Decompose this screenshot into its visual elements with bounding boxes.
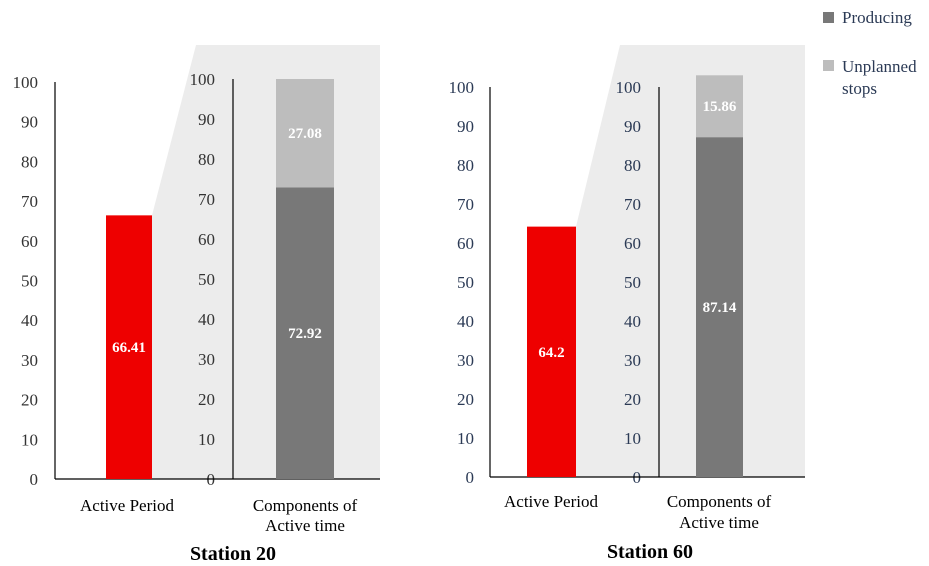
station-20-active-period-bar bbox=[106, 215, 152, 479]
bars bbox=[106, 75, 743, 479]
station-60-category-components-line1: Components of bbox=[667, 492, 772, 511]
station-60-left-tick-label: 80 bbox=[457, 156, 474, 175]
station-20-left-tick-label: 40 bbox=[21, 311, 38, 330]
station-60-right-tick-label: 70 bbox=[624, 195, 641, 214]
station-20-left-tick-label: 80 bbox=[21, 152, 38, 171]
station-60-active-period-value: 64.2 bbox=[538, 345, 564, 361]
station-20-right-tick-label: 80 bbox=[198, 150, 215, 169]
station-20-producing-value: 72.92 bbox=[288, 326, 322, 342]
station-20-left-tick-label: 10 bbox=[21, 430, 38, 449]
legend-label-unplanned-line2: stops bbox=[842, 79, 877, 98]
station-20-left-tick-label: 50 bbox=[21, 272, 38, 291]
station-60-right-tick-label: 40 bbox=[624, 312, 641, 331]
station-20-left-tick-label: 60 bbox=[21, 232, 38, 251]
station-20-title: Station 20 bbox=[190, 543, 276, 565]
station-60-right-tick-label: 30 bbox=[624, 351, 641, 370]
station-20-left-tick-label: 70 bbox=[21, 192, 38, 211]
station-60-left-tick-label: 100 bbox=[449, 78, 475, 97]
station-60-right-tick-label: 60 bbox=[624, 234, 641, 253]
station-60-left-tick-label: 30 bbox=[457, 351, 474, 370]
station-20-right-tick-label: 20 bbox=[198, 390, 215, 409]
station-20-right-tick-label: 70 bbox=[198, 190, 215, 209]
station-20-left-tick-label: 90 bbox=[21, 113, 38, 132]
station-60-left-tick-label: 50 bbox=[457, 273, 474, 292]
station-60-category-active-period: Active Period bbox=[504, 492, 598, 511]
station-60-left-tick-label: 10 bbox=[457, 429, 474, 448]
station-20-active-period-value: 66.41 bbox=[112, 340, 146, 356]
legend-label-producing: Producing bbox=[842, 8, 912, 27]
station-60-left-tick-label: 20 bbox=[457, 390, 474, 409]
station-20-unplanned-stops-value: 27.08 bbox=[288, 126, 322, 142]
station-20-left-tick-label: 30 bbox=[21, 351, 38, 370]
station-60-left-tick-label: 90 bbox=[457, 117, 474, 136]
station-60-active-period-bar bbox=[527, 226, 576, 477]
station-60-right-tick-label: 80 bbox=[624, 156, 641, 175]
labels: 66.41 72.92 27.08 Active Period Components o… bbox=[80, 99, 771, 565]
station-60-producing-value: 87.14 bbox=[703, 300, 737, 316]
station-60-zoom-background bbox=[576, 45, 805, 477]
station-20-producing-bar bbox=[276, 187, 334, 479]
legend-swatch-producing bbox=[823, 12, 834, 23]
station-60-right-tick-label: 100 bbox=[616, 78, 642, 97]
station-60-left-tick-label: 0 bbox=[466, 468, 475, 487]
station-60-unplanned-stops-bar bbox=[696, 75, 743, 138]
axes: 0 10 20 30 40 50 60 70 80 90 100 0 10 20 30 40 50 60 70 80 9… bbox=[13, 70, 805, 489]
station-20-right-tick-label: 50 bbox=[198, 270, 215, 289]
station-60-right-tick-label: 10 bbox=[624, 429, 641, 448]
station-20-left-tick-label: 0 bbox=[30, 470, 39, 489]
legend-label-unplanned-line1: Unplanned bbox=[842, 57, 917, 76]
station-20-right-tick-label: 40 bbox=[198, 310, 215, 329]
station-60-left-tick-label: 60 bbox=[457, 234, 474, 253]
station-20-left-tick-label: 20 bbox=[21, 391, 38, 410]
station-60-right-tick-label: 20 bbox=[624, 390, 641, 409]
station-20-zoom-background bbox=[152, 45, 380, 479]
station-60-left-tick-label: 70 bbox=[457, 195, 474, 214]
station-60-producing-bar bbox=[696, 137, 743, 478]
station-20-left-tick-label: 100 bbox=[13, 73, 39, 92]
station-20-category-components-line1: Components of bbox=[253, 496, 358, 515]
station-60-right-tick-label: 90 bbox=[624, 117, 641, 136]
station-20-right-tick-label: 30 bbox=[198, 350, 215, 369]
legend: Producing Unplanned stops bbox=[823, 8, 917, 98]
legend-swatch-unplanned bbox=[823, 60, 834, 71]
station-20-unplanned-stops-bar bbox=[276, 79, 334, 188]
station-20-right-tick-label: 90 bbox=[198, 110, 215, 129]
station-20-category-active-period: Active Period bbox=[80, 496, 174, 515]
station-20-right-tick-label: 100 bbox=[190, 70, 216, 89]
station-60-left-tick-label: 40 bbox=[457, 312, 474, 331]
station-60-title: Station 60 bbox=[607, 541, 693, 563]
station-60-right-tick-label: 50 bbox=[624, 273, 641, 292]
station-20-category-components-line2: Active time bbox=[265, 516, 345, 535]
station-20-right-tick-label: 60 bbox=[198, 230, 215, 249]
station-60-unplanned-stops-value: 15.86 bbox=[703, 99, 737, 115]
station-20-right-tick-label: 10 bbox=[198, 430, 215, 449]
station-60-category-components-line2: Active time bbox=[679, 513, 759, 532]
